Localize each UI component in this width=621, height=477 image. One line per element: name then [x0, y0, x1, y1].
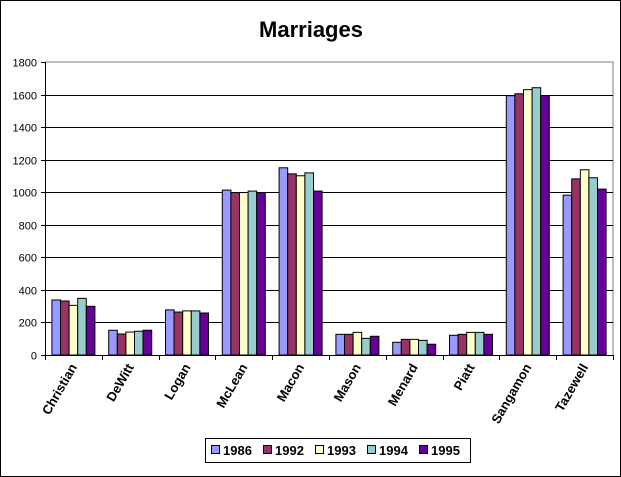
bar	[221, 189, 232, 356]
y-tick-label: 400	[19, 286, 37, 298]
bar	[125, 331, 136, 356]
bar	[335, 333, 345, 356]
legend-swatch	[367, 445, 376, 454]
legend-label: 1994	[379, 443, 409, 458]
bar	[247, 190, 258, 356]
bar	[190, 310, 201, 356]
bar	[278, 167, 289, 356]
bar	[392, 341, 402, 356]
bar	[597, 188, 607, 356]
legend-label: 1995	[431, 443, 460, 458]
legend: 1986 1992 1993 1994 1995	[205, 438, 471, 463]
y-tick-label: 800	[19, 221, 37, 233]
bar	[344, 333, 354, 356]
bar	[68, 304, 79, 356]
bar	[369, 335, 380, 356]
bar	[409, 338, 419, 356]
bar	[361, 337, 371, 356]
bar	[199, 312, 209, 356]
y-tick-label: 1600	[13, 91, 37, 103]
bar	[426, 343, 437, 356]
bar	[51, 299, 62, 356]
bar	[474, 331, 485, 356]
legend-swatch	[315, 445, 324, 454]
bar	[295, 175, 306, 356]
bar	[571, 178, 581, 356]
bar	[313, 190, 323, 356]
bar	[182, 310, 192, 356]
bar	[239, 192, 249, 356]
bar	[116, 333, 127, 356]
bar	[418, 339, 428, 356]
legend-swatch	[419, 445, 428, 454]
legend-label: 1986	[223, 443, 252, 458]
bar	[400, 338, 411, 356]
bar	[531, 87, 542, 356]
legend-swatch	[263, 445, 272, 454]
bar	[60, 300, 70, 356]
bar	[142, 329, 153, 356]
chart-title: Marriages	[259, 17, 363, 42]
bar	[77, 297, 87, 356]
bar	[304, 172, 314, 356]
bar	[134, 330, 144, 356]
y-tick-label: 0	[31, 351, 37, 363]
bar	[523, 89, 533, 356]
bar	[588, 177, 599, 356]
legend-swatch	[211, 445, 220, 454]
bar	[256, 192, 266, 356]
bar	[483, 333, 493, 356]
bars	[51, 87, 607, 356]
bar	[287, 173, 297, 356]
bar	[230, 192, 240, 356]
legend-label: 1992	[275, 443, 304, 458]
bar	[579, 169, 590, 356]
bar	[449, 334, 459, 356]
y-tick-label: 600	[19, 253, 37, 265]
bar	[173, 311, 184, 356]
bar	[540, 95, 550, 356]
bar	[457, 333, 468, 356]
bar	[562, 194, 573, 356]
y-tick-label: 1800	[13, 58, 37, 70]
bar	[466, 331, 476, 356]
bar	[85, 305, 96, 356]
bar	[352, 331, 363, 356]
y-tick-label: 1400	[13, 123, 37, 135]
y-tick-label: 1200	[13, 156, 37, 168]
bar	[514, 93, 525, 356]
legend-label: 1993	[327, 443, 356, 458]
bar	[505, 95, 516, 356]
y-tick-label: 200	[19, 318, 37, 330]
bar	[165, 309, 175, 356]
y-tick-label: 1000	[13, 188, 37, 200]
bar	[108, 329, 118, 356]
